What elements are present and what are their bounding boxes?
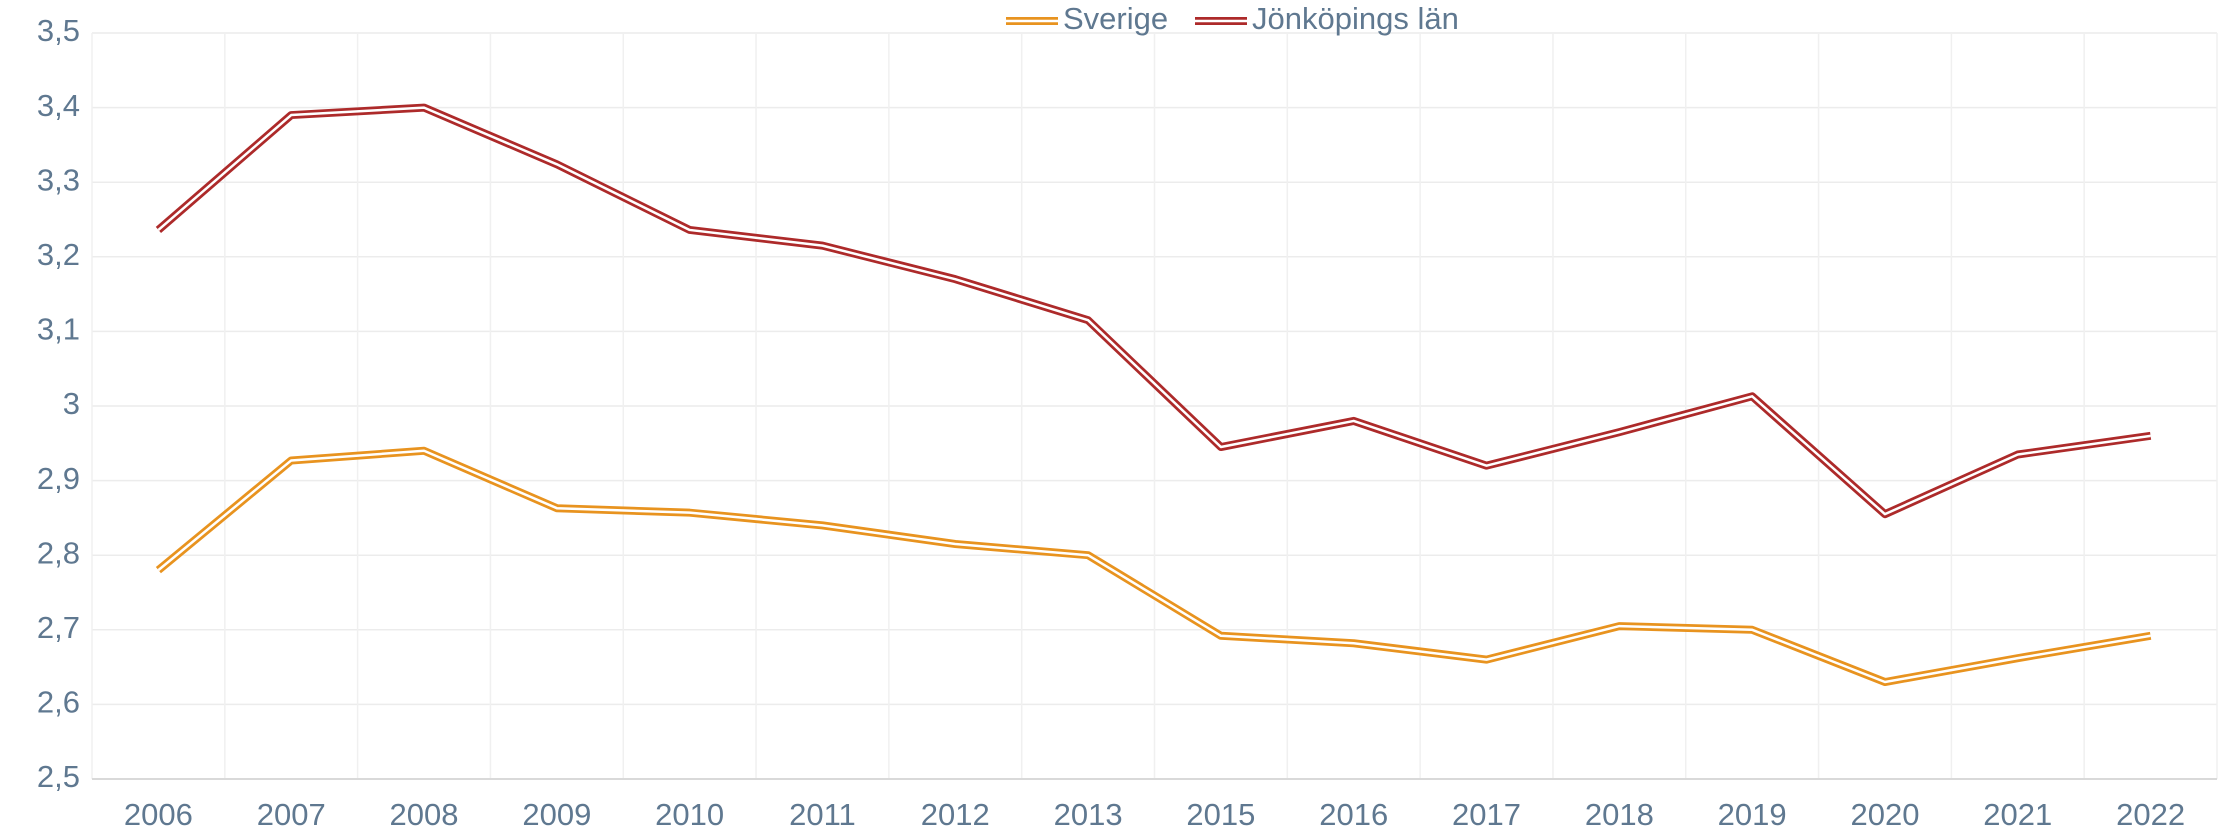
- y-tick-label: 2,8: [37, 535, 80, 570]
- x-tick-label: 2012: [921, 797, 990, 832]
- legend-label: Jönköpings län: [1252, 1, 1459, 36]
- y-tick-label: 3,5: [37, 13, 80, 48]
- x-tick-label: 2009: [522, 797, 591, 832]
- y-tick-label: 3,2: [37, 237, 80, 272]
- series-line-inner: [157, 449, 2151, 684]
- y-tick-label: 3,3: [37, 162, 80, 197]
- x-tick-label: 2008: [390, 797, 459, 832]
- y-tick-label: 3: [63, 386, 80, 421]
- x-tick-label: 2011: [789, 797, 856, 832]
- legend-label: Sverige: [1063, 1, 1168, 36]
- x-tick-label: 2010: [655, 797, 724, 832]
- y-tick-label: 2,7: [37, 610, 80, 645]
- y-tick-label: 2,9: [37, 461, 80, 496]
- x-tick-label: 2007: [257, 797, 326, 832]
- x-tick-label: 2006: [124, 797, 193, 832]
- x-tick-label: 2021: [1983, 797, 2052, 832]
- x-tick-label: 2013: [1054, 797, 1123, 832]
- y-tick-label: 3,1: [37, 312, 80, 347]
- x-tick-label: 2018: [1585, 797, 1654, 832]
- x-tick-label: 2019: [1718, 797, 1787, 832]
- x-tick-label: 2015: [1186, 797, 1255, 832]
- y-tick-label: 2,6: [37, 685, 80, 720]
- series-line-inner: [157, 106, 2151, 516]
- x-tick-label: 2022: [2116, 797, 2185, 832]
- x-tick-label: 2016: [1319, 797, 1388, 832]
- x-tick-label: 2020: [1850, 797, 1919, 832]
- y-tick-label: 3,4: [37, 88, 80, 123]
- x-tick-label: 2017: [1452, 797, 1521, 832]
- y-tick-label: 2,5: [37, 759, 80, 794]
